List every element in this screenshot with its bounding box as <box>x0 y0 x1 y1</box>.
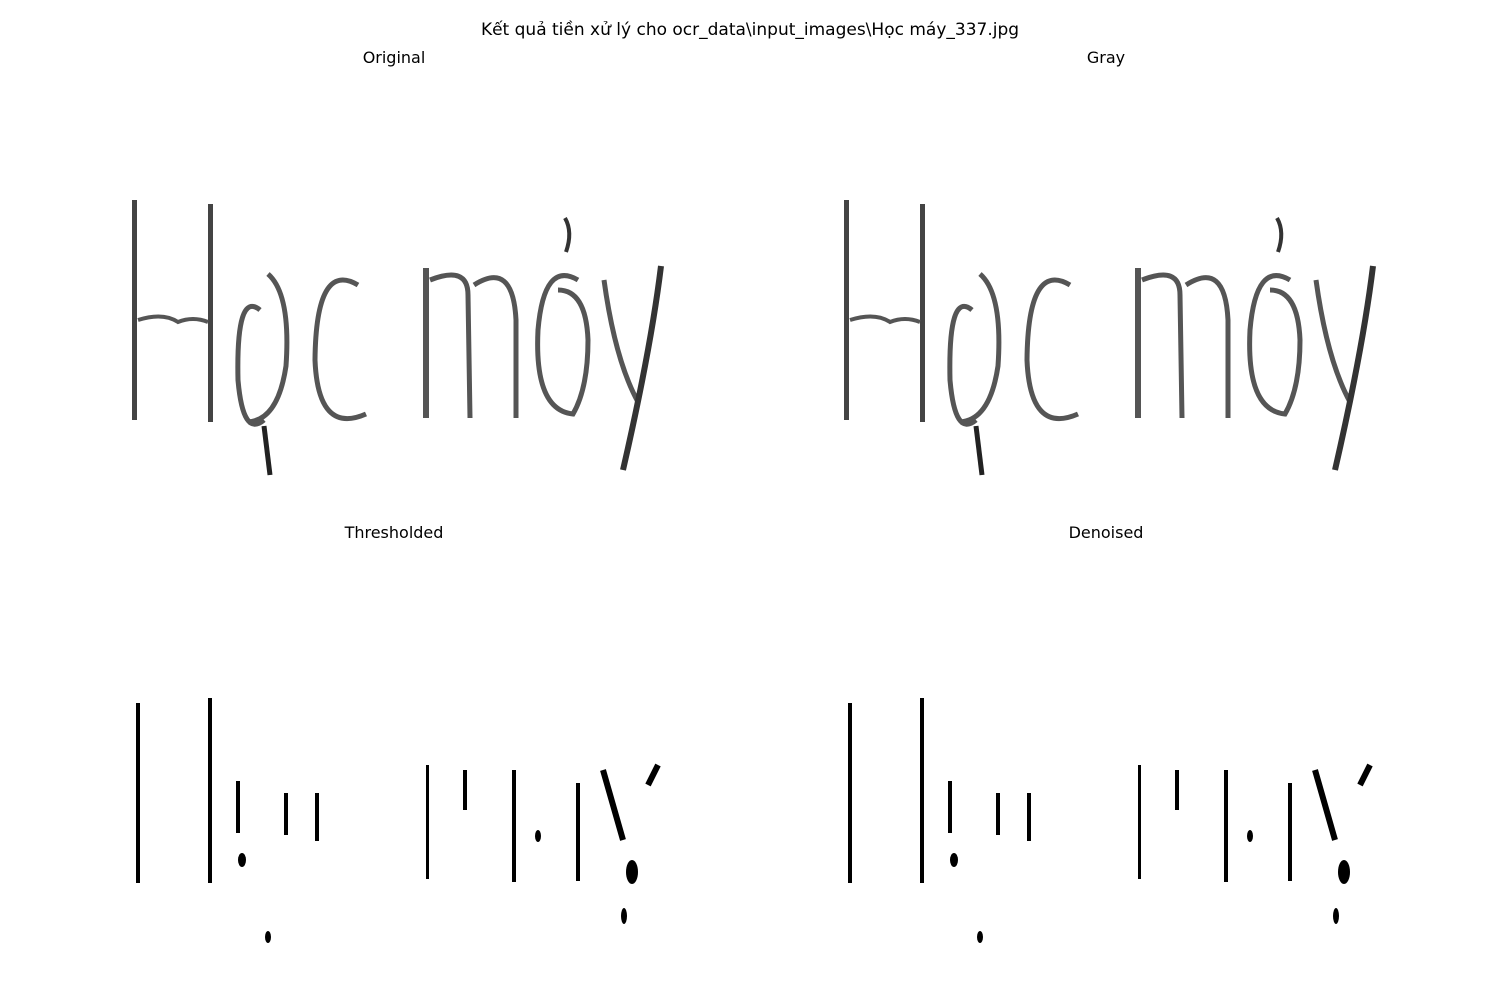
panel-denoised-image <box>830 595 1390 975</box>
original-image-svg <box>132 200 664 476</box>
binary-strokes <box>848 698 1373 943</box>
panel-title-thresholded: Thresholded <box>344 523 444 542</box>
soft-handwriting <box>844 200 1376 476</box>
panel-title-original: Original <box>362 48 426 67</box>
panel-title-gray: Gray <box>1086 48 1126 67</box>
soft-handwriting <box>132 200 664 476</box>
panel-thresholded-image <box>118 595 678 975</box>
panel-gray-image <box>830 120 1390 500</box>
panel-original-image <box>118 120 678 500</box>
figure-title: Kết quả tiền xử lý cho ocr_data\input_im… <box>480 20 1020 40</box>
denoised-image-svg <box>848 698 1373 943</box>
panel-title-denoised: Denoised <box>1068 523 1144 542</box>
binary-strokes <box>136 698 661 943</box>
thresholded-image-svg <box>136 698 661 943</box>
gray-image-svg <box>844 200 1376 476</box>
